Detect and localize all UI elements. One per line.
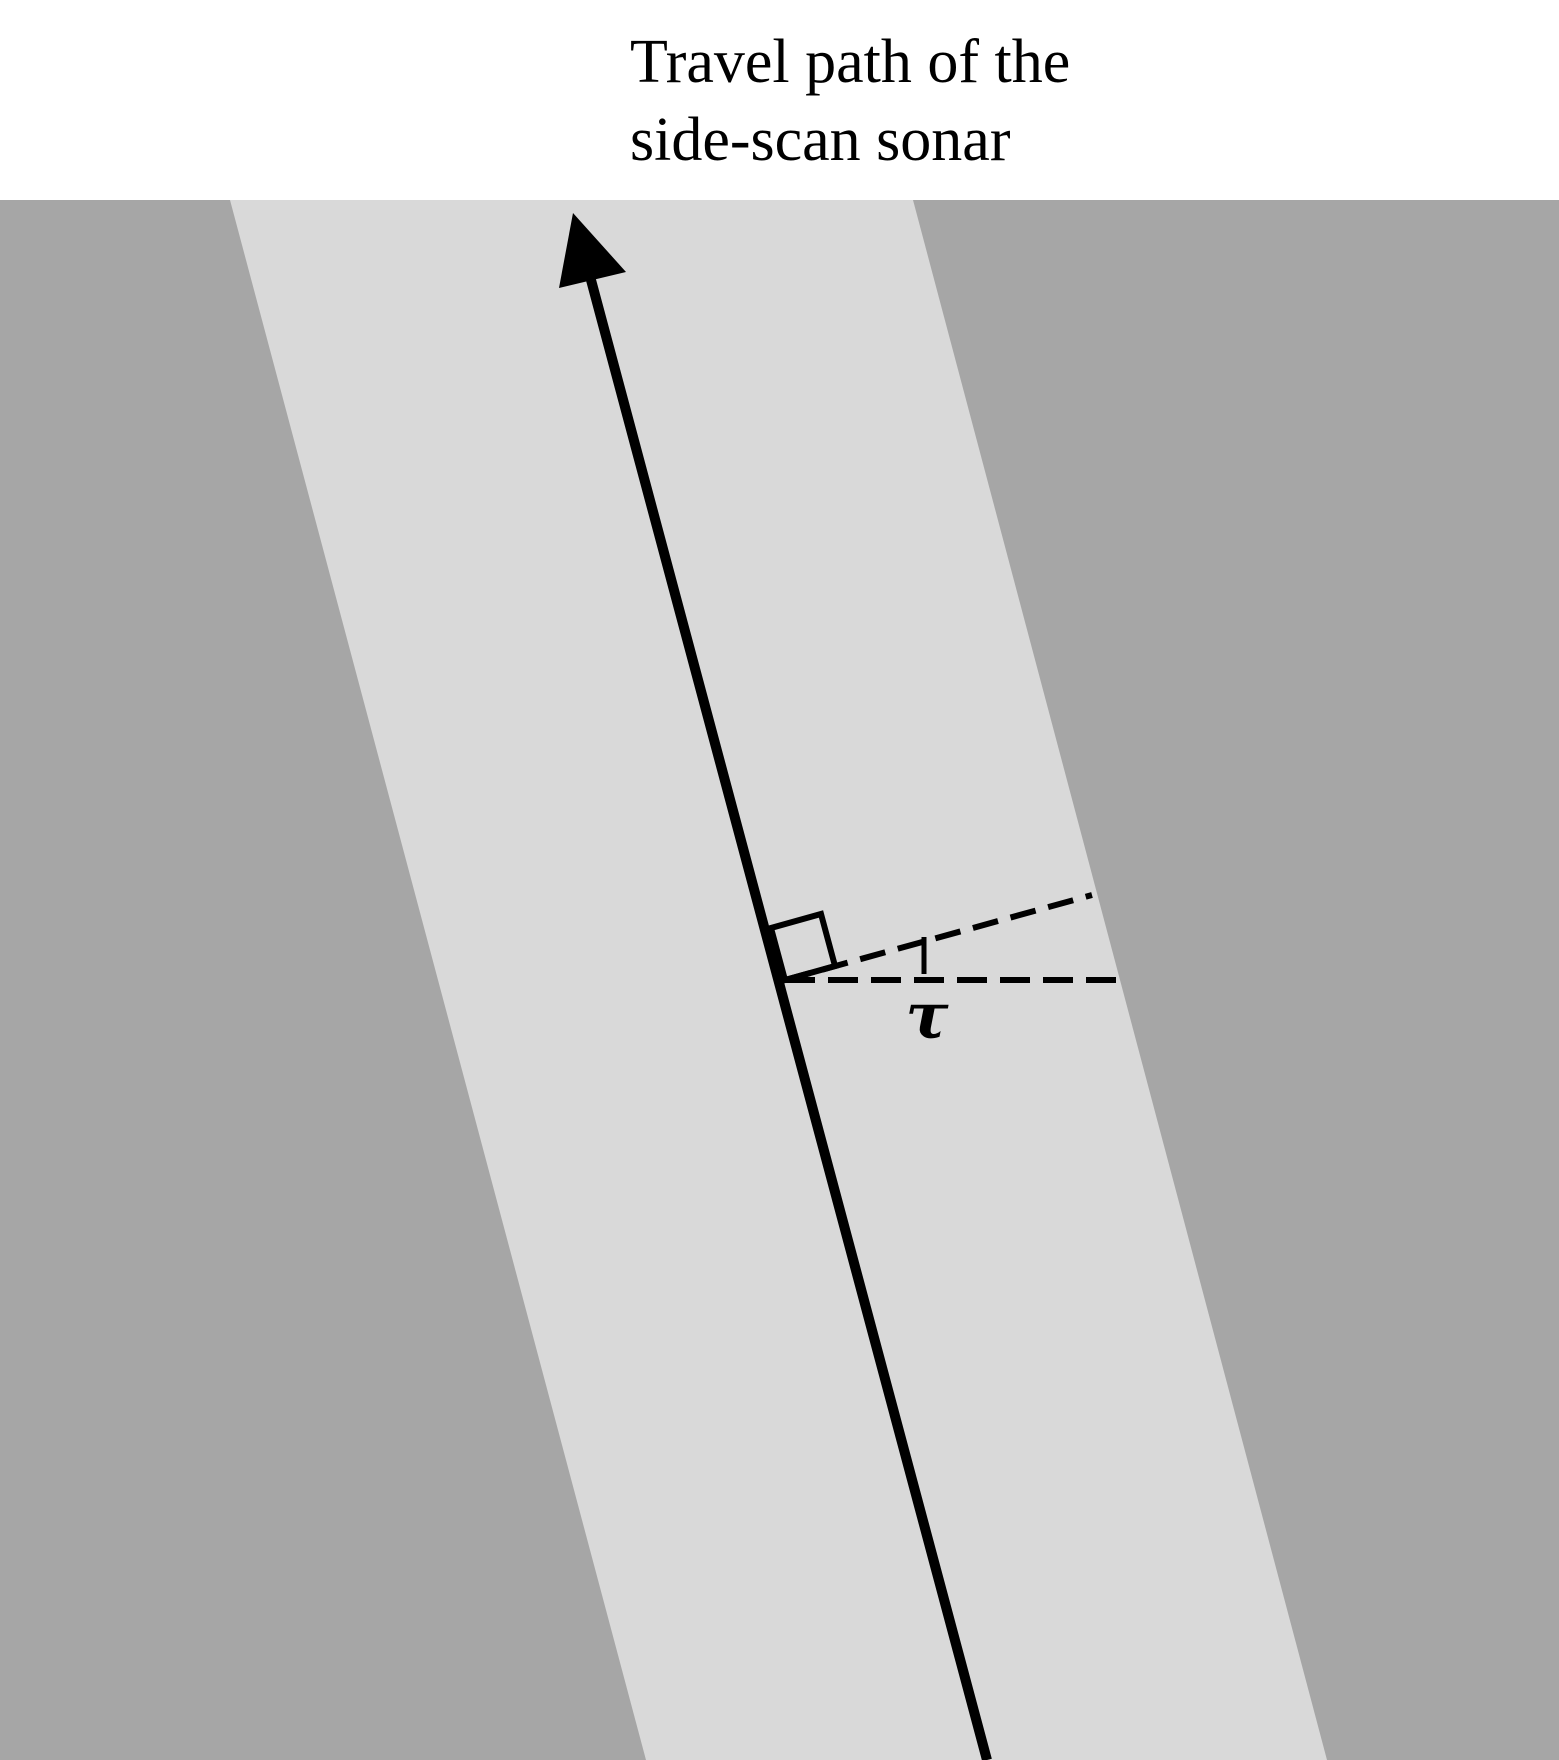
caption-line-1: Travel path of the <box>630 28 1070 96</box>
travel-path-caption: Travel path of the side-scan sonar <box>630 28 1086 174</box>
travel-path-line <box>582 263 992 1760</box>
right-angle-marker <box>767 910 839 984</box>
travel-path-arrowhead <box>559 213 626 288</box>
angle-label-tau: τ <box>905 979 949 1054</box>
caption-line-2: side-scan sonar <box>630 106 1011 174</box>
